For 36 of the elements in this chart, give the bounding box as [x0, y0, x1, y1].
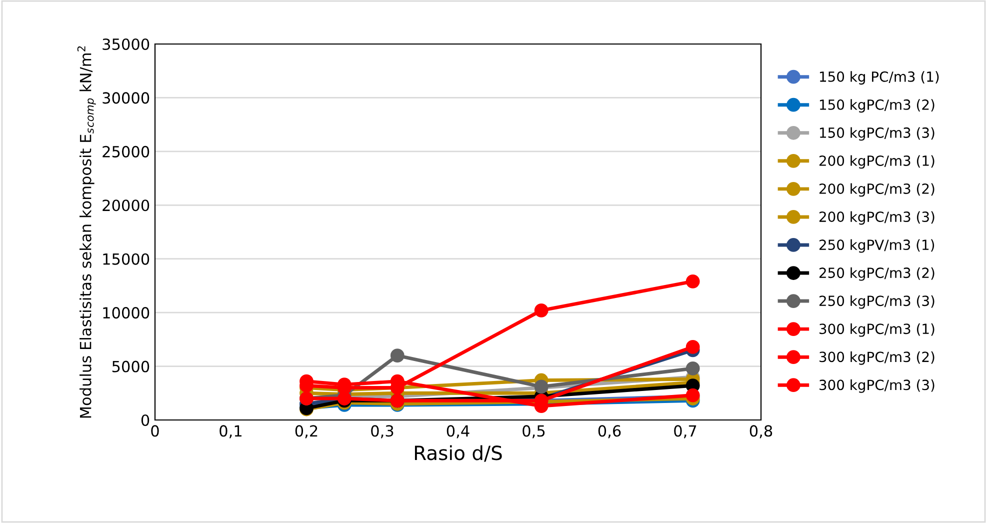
legend-label: 250 kgPV/m3 (1): [819, 239, 934, 253]
y-tick-label: 10000: [103, 307, 150, 319]
legend-label: 300 kgPC/m3 (2): [820, 351, 934, 365]
x-axis-title: Rasio d/S: [414, 445, 502, 462]
legend-label: 200 kgPC/m3 (1): [819, 155, 934, 169]
x-tick-label: 0,5: [522, 425, 545, 438]
y-tick-label: 5000: [112, 360, 150, 372]
y-tick-label: 30000: [102, 92, 150, 104]
legend-label: 150 kgPC/m3 (3): [820, 127, 934, 141]
y-tick-label: 0: [141, 414, 150, 426]
legend-label: 250 kgPC/m3 (3): [819, 295, 934, 309]
x-tick-label: 0,6: [598, 425, 621, 438]
x-tick-label: 0: [151, 425, 159, 437]
legend-label: 300 kgPC/m3 (1): [820, 323, 934, 337]
x-tick-label: 0,2: [295, 425, 318, 438]
legend-label: 150 kg PC/m3 (1): [820, 71, 939, 85]
x-tick-label: 0,3: [371, 425, 394, 438]
point: [534, 303, 548, 318]
legend-label: 150 kgPC/m3 (2): [820, 99, 934, 113]
y-tick-label: 25000: [102, 146, 150, 158]
x-tick-label: 0,8: [750, 425, 772, 438]
point: [390, 348, 404, 362]
x-tick-label: 0,4: [446, 425, 470, 438]
point: [686, 361, 700, 376]
x-tick-label: 0,7: [674, 425, 696, 438]
y-tick-label: 20000: [102, 200, 150, 212]
point: [686, 340, 700, 354]
legend-label: 300 kgPC/m3 (3): [820, 379, 934, 393]
legend-label: 200 kgPC/m3 (3): [819, 211, 934, 225]
y-tick-label: 35000: [102, 38, 150, 50]
y-tick-label: 15000: [103, 253, 150, 265]
legend-label: 200 kgPC/m3 (2): [819, 183, 934, 197]
y-axis-title: Modulus Elastisitas sekan komposit E$_{scomp}$ kN/m$^{2}$: [77, 46, 96, 418]
x-tick-label: 0,1: [220, 425, 242, 438]
point: [686, 274, 700, 288]
legend-label: 250 kgPC/m3 (2): [819, 267, 934, 281]
